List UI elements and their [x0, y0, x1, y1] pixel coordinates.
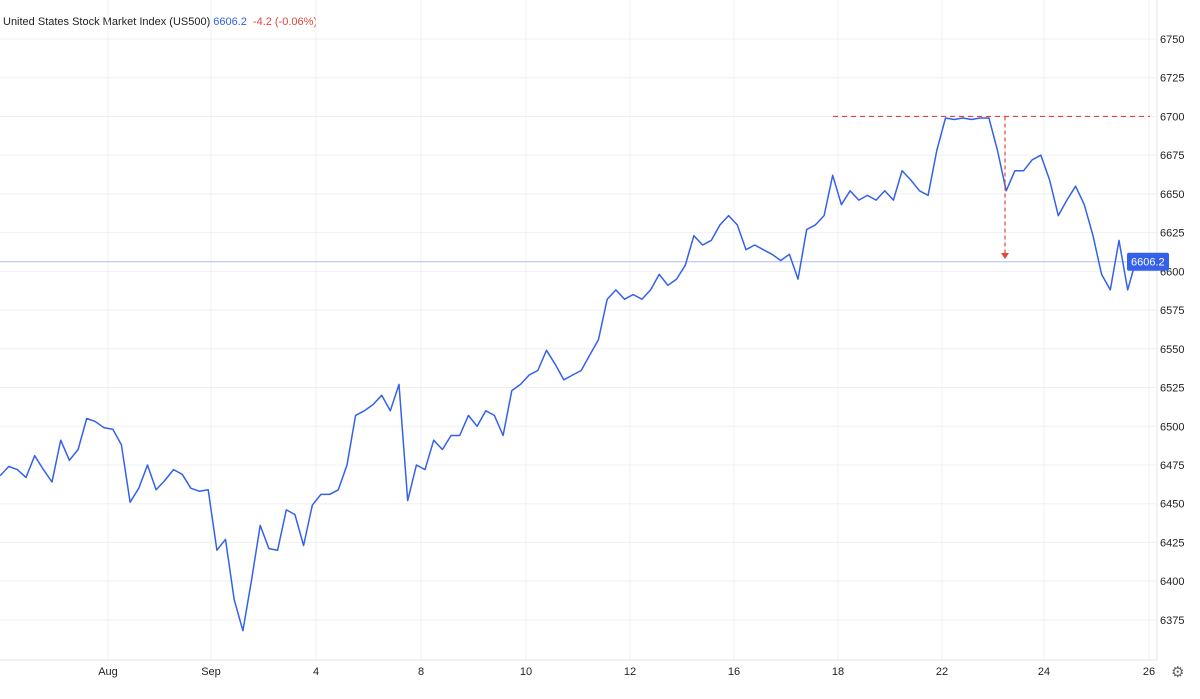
chart-header: United States Stock Market Index (US500)…	[3, 16, 317, 28]
x-tick-label: 18	[832, 666, 844, 678]
y-tick-label: 6475	[1160, 460, 1184, 472]
price-series-line	[0, 117, 1146, 632]
last-price-badge	[1127, 252, 1169, 271]
y-tick-label: 6375	[1160, 615, 1184, 627]
last-price: 6606.2	[213, 16, 247, 28]
arrow-head-icon	[1001, 252, 1009, 259]
y-tick-label: 6400	[1160, 576, 1184, 588]
x-tick-label: 24	[1038, 666, 1050, 678]
last-price-badge-label: 6606.2	[1131, 257, 1165, 269]
x-tick-label: 10	[520, 666, 532, 678]
x-tick-label: 22	[936, 666, 948, 678]
y-tick-label: 6450	[1160, 499, 1184, 511]
y-tick-label: 6625	[1160, 228, 1184, 240]
y-tick-label: 6750	[1160, 34, 1184, 46]
gear-icon[interactable]: ⚙	[1171, 664, 1185, 681]
y-tick-label: 6700	[1160, 111, 1184, 123]
y-tick-label: 6725	[1160, 73, 1184, 85]
x-tick-label: 8	[418, 666, 424, 678]
x-tick-label: Sep	[201, 666, 221, 678]
price-change: -4.2 (-0.06%)	[252, 16, 318, 28]
y-tick-label: 6425	[1160, 537, 1184, 549]
x-tick-label: 26	[1143, 666, 1155, 678]
x-tick-label: Aug	[98, 666, 118, 678]
y-tick-label: 6525	[1160, 383, 1184, 395]
y-tick-label: 6650	[1160, 189, 1184, 201]
y-tick-label: 6675	[1160, 150, 1184, 162]
y-tick-label: 6500	[1160, 421, 1184, 433]
x-tick-label: 16	[728, 666, 740, 678]
y-tick-label: 6550	[1160, 344, 1184, 356]
x-tick-label: 12	[624, 666, 636, 678]
instrument-title: United States Stock Market Index (US500)	[3, 16, 211, 28]
y-tick-label: 6575	[1160, 305, 1184, 317]
x-tick-label: 4	[313, 666, 319, 678]
